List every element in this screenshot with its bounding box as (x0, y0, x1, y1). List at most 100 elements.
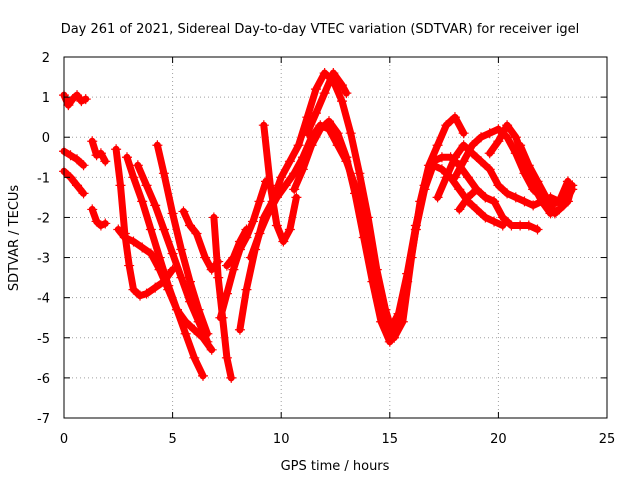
data-point (432, 192, 443, 203)
data-point (221, 288, 232, 299)
series-trace (303, 69, 350, 137)
data-point (467, 140, 478, 151)
data-point (376, 316, 387, 327)
data-point (297, 164, 308, 175)
data-point (152, 140, 163, 151)
data-point (72, 90, 83, 101)
data-point (410, 224, 421, 235)
data-point (63, 100, 74, 111)
data-point (319, 88, 330, 99)
data-point (458, 128, 469, 139)
data-point (100, 218, 111, 229)
x-tick-label: 10 (273, 432, 290, 447)
data-point (234, 236, 245, 247)
data-point (441, 172, 452, 183)
data-point (289, 184, 300, 195)
data-point (167, 248, 178, 259)
data-point (184, 220, 195, 231)
data-point (449, 172, 460, 183)
data-point (80, 94, 91, 105)
data-point (441, 120, 452, 131)
series-trace (60, 147, 87, 169)
data-point (510, 192, 521, 203)
data-point (128, 236, 139, 247)
data-point (337, 80, 348, 91)
data-point (276, 172, 287, 183)
data-point (145, 248, 156, 259)
y-tick-label: 2 (42, 51, 50, 66)
series-arc-18 (289, 116, 508, 347)
data-point (180, 328, 191, 339)
data-point (67, 94, 78, 105)
x-tick-label: 5 (168, 432, 176, 447)
data-point (284, 224, 295, 235)
data-point (436, 164, 447, 175)
data-point (141, 288, 152, 299)
series-trace (180, 207, 222, 274)
data-point (128, 172, 139, 183)
data-point (519, 196, 530, 207)
data-point (158, 168, 169, 179)
data-point (124, 260, 135, 271)
series-trace (88, 205, 109, 229)
data-point (91, 150, 102, 161)
data-point (178, 206, 189, 217)
series-trace (223, 226, 250, 270)
data-point (541, 192, 552, 203)
data-point (358, 232, 369, 243)
data-point (241, 224, 252, 235)
data-point (221, 260, 232, 271)
y-axis-label: SDTVAR / TECUs (7, 185, 22, 292)
series-trace (60, 167, 87, 197)
data-point (167, 208, 178, 219)
x-tick-label: 0 (60, 432, 68, 447)
data-point (489, 196, 500, 207)
y-tick-label: -6 (37, 372, 50, 387)
data-point (154, 252, 165, 263)
data-point (532, 224, 543, 235)
x-tick-label: 25 (599, 432, 616, 447)
y-tick-label: -2 (37, 211, 50, 226)
data-point (113, 224, 124, 235)
data-point (158, 224, 169, 235)
data-point (471, 204, 482, 215)
data-point (532, 176, 543, 187)
data-point (310, 108, 321, 119)
data-point (328, 68, 339, 79)
data-point (193, 304, 204, 315)
data-point (332, 128, 343, 139)
data-point (462, 172, 473, 183)
data-point (497, 212, 508, 223)
data-point (72, 180, 83, 191)
data-point (245, 252, 256, 263)
data-point (141, 180, 152, 191)
data-point (163, 280, 174, 291)
data-point (476, 132, 487, 143)
data-point (72, 154, 83, 165)
series-arc-8 (121, 152, 217, 355)
data-point (254, 196, 265, 207)
data-point (278, 236, 289, 247)
y-tick-label: -4 (37, 292, 50, 307)
grid (64, 57, 607, 418)
series-trace (112, 145, 177, 300)
data-point (462, 192, 473, 203)
y-tick-label: -1 (37, 171, 50, 186)
data-point (523, 160, 534, 171)
data-point (191, 228, 202, 239)
series-arc-3 (59, 166, 89, 199)
data-point (323, 116, 334, 127)
data-point (241, 284, 252, 295)
data-point (337, 96, 348, 107)
data-point (87, 136, 98, 147)
data-point (502, 188, 513, 199)
data-point (484, 148, 495, 159)
data-point (258, 120, 269, 131)
data-point (319, 68, 330, 79)
data-point (247, 216, 258, 227)
data-point (132, 160, 143, 171)
data-point (184, 276, 195, 287)
data-point (265, 180, 276, 191)
data-point (78, 188, 89, 199)
data-point (271, 220, 282, 231)
